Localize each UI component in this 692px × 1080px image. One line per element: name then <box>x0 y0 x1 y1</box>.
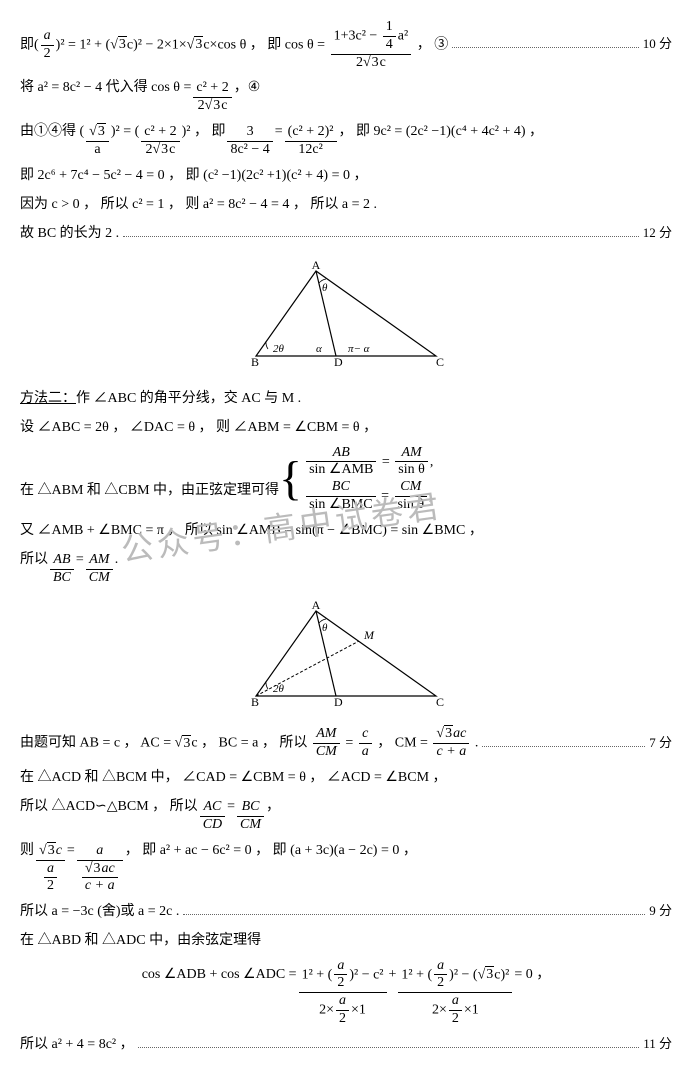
svg-text:C: C <box>436 695 444 709</box>
circled-3: ③ <box>434 37 448 52</box>
svg-text:θ: θ <box>322 622 328 634</box>
line-16: 所以 a = −3c (舍)或 a = 2c . 9 分 <box>20 899 672 924</box>
svg-text:B: B <box>251 695 259 709</box>
line-15: 则 √3ca2 = a√3acc + a ， 即 a² + ac − 6c² =… <box>20 838 672 895</box>
line-3: 由①④得 (√3a)² = (c² + 22√3c)² ， 即 38c² − 4… <box>20 119 672 159</box>
score-7: 7 分 <box>649 731 672 754</box>
line-12: 由题可知 AB = c ， AC = √3c ， BC = a ， 所以 AMC… <box>20 726 672 761</box>
score-10: 10 分 <box>643 32 672 55</box>
svg-text:A: A <box>312 261 321 272</box>
line-10: 又 ∠AMB + ∠BMC = π ， 所以 sin ∠AMB = sin(π … <box>20 518 672 543</box>
line-2: 将 a² = 8c² − 4 代入得 cos θ = c² + 22√3c ， … <box>20 75 672 115</box>
line-18: cos ∠ADB + cos ∠ADC = 1² + (a2)² − c²2×a… <box>20 958 672 1028</box>
line-19: 所以 a² + 4 = 8c² ， 11 分 <box>20 1032 672 1057</box>
svg-text:A: A <box>312 601 321 612</box>
svg-text:2θ: 2θ <box>273 343 285 355</box>
svg-text:θ: θ <box>322 282 328 294</box>
svg-text:C: C <box>436 355 444 369</box>
svg-text:B: B <box>251 355 259 369</box>
triangle-diagram-2: A B C D M θ 2θ <box>20 601 672 711</box>
line-9: 在 △ABM 和 △CBM 中，由正弦定理可得 { ABsin ∠AMB = A… <box>20 445 672 514</box>
line-7: 方法二：作 ∠ABC 的角平分线，交 AC 与 M . <box>20 386 672 411</box>
line-14: 所以 △ACD∽△BCM ， 所以 ACCD = BCCM ， <box>20 794 672 834</box>
line-5: 因为 c > 0 ， 所以 c² = 1 ， 则 a² = 8c² − 4 = … <box>20 192 672 217</box>
svg-text:M: M <box>363 628 375 642</box>
line-4: 即 2c⁶ + 7c⁴ − 5c² − 4 = 0 ， 即 (c² −1)(2c… <box>20 163 672 188</box>
line-1: 即(a2)² = 1² + (√3c)² − 2×1×√3c×cos θ ， 即… <box>20 19 672 71</box>
line-17: 在 △ABD 和 △ADC 中，由余弦定理得 <box>20 928 672 953</box>
line-8: 设 ∠ABC = 2θ ， ∠DAC = θ ， 则 ∠ABM = ∠CBM =… <box>20 415 672 440</box>
score-9: 9 分 <box>649 899 672 922</box>
score-11: 11 分 <box>643 1032 672 1055</box>
svg-text:D: D <box>334 355 343 369</box>
svg-text:D: D <box>334 695 343 709</box>
svg-text:π− α: π− α <box>348 343 370 355</box>
line-11: 所以 ABBC = AMCM . <box>20 547 672 587</box>
svg-text:α: α <box>316 343 322 355</box>
score-12: 12 分 <box>643 221 672 244</box>
triangle-diagram-1: A B C D θ 2θ α π− α <box>20 261 672 371</box>
svg-text:2θ: 2θ <box>273 683 285 695</box>
circled-4: ④ <box>248 75 261 100</box>
line-6: 故 BC 的长为 2 . 12 分 <box>20 221 672 246</box>
line-13: 在 △ACD 和 △BCM 中， ∠CAD = ∠CBM = θ ， ∠ACD … <box>20 765 672 790</box>
